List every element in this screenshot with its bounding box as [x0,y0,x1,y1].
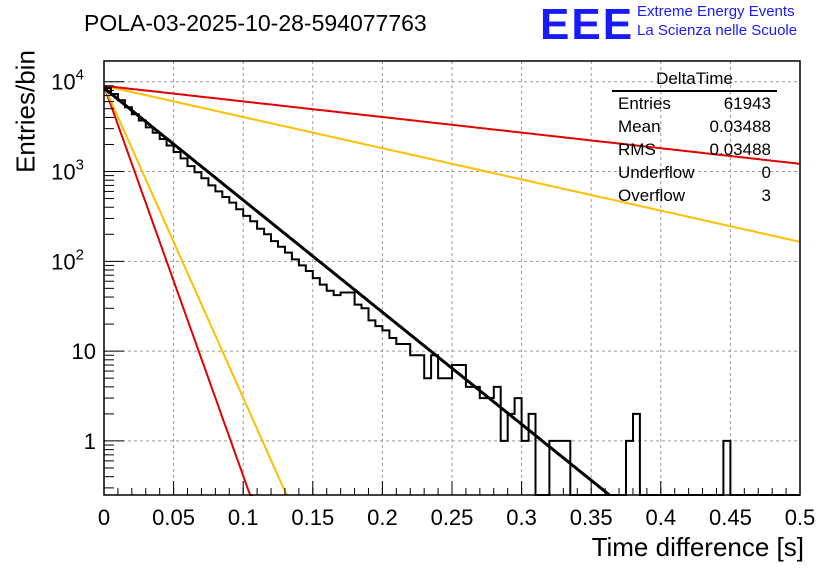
reference-curve [103,84,801,165]
y-tick-label: 102 [51,246,84,274]
chart-title: POLA-03-2025-10-28-594077763 [84,10,427,36]
x-tick-label: 0.4 [646,505,677,530]
y-axis-label: Entries/bin [10,50,41,173]
fit-line [103,86,611,497]
x-tick-label: 0.2 [367,505,398,530]
x-tick-label: 0.3 [506,505,537,530]
x-axis-label: Time difference [s] [591,532,804,562]
y-tick-labels: 1 10 102 103 104 [51,67,96,454]
x-tick-label: 0.25 [431,505,474,530]
reference-curve [103,85,253,496]
stats-row: RMS 0.03488 [612,138,777,161]
x-tick-label: 0.45 [709,505,752,530]
y-tick-label: 1 [84,429,96,454]
y-tick-label: 10 [72,339,96,364]
stats-row: Mean 0.03488 [612,115,777,138]
x-tick-label: 0.15 [291,505,334,530]
y-tick-label: 103 [51,157,84,185]
axis-ticks [103,81,801,495]
eee-logo: EEE [540,0,635,49]
histogram [104,87,800,496]
stats-box: DeltaTime Entries 61943 Mean 0.03488 RMS… [612,68,777,207]
stats-value: 3 [761,186,771,205]
stats-label: Mean [618,117,661,136]
reference-curves [103,84,801,496]
stats-label: Underflow [618,163,695,182]
stats-title: DeltaTime [612,68,777,92]
stats-label: Entries [618,94,671,113]
reference-curve [103,84,801,243]
stats-value: 0 [761,163,771,182]
stats-value: 0.03488 [709,117,771,136]
logo-line-1: Extreme Energy Events [637,3,795,20]
stats-row: Entries 61943 [612,92,777,115]
x-tick-label: 0.05 [152,505,195,530]
stats-label: Overflow [618,186,686,205]
y-tick-label: 104 [51,67,84,95]
x-tick-label: 0 [98,505,110,530]
stats-value: 61943 [723,94,771,113]
x-tick-label: 0.5 [785,505,816,530]
stats-row: Underflow 0 [612,161,777,184]
x-tick-label: 0.1 [228,505,259,530]
stats-row: Overflow 3 [612,184,777,207]
reference-curve [103,85,289,496]
histogram-steps [104,87,800,496]
stats-label: RMS [618,140,656,159]
stats-value: 0.03488 [709,140,771,159]
exponential-fit-line [103,86,611,497]
logo-line-2: La Scienza nelle Scuole [637,22,798,39]
x-tick-labels: 0 0.05 0.1 0.15 0.2 0.25 0.3 0.35 0.4 0.45 0.5 [98,505,815,530]
x-tick-label: 0.35 [570,505,613,530]
